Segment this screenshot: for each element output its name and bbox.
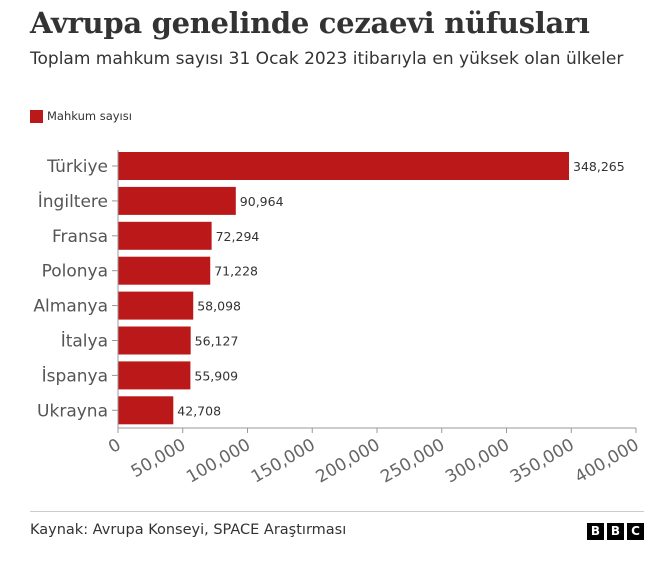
category-label: Ukrayna [37, 401, 108, 421]
bbc-logo: B B C [587, 523, 644, 540]
bar [118, 326, 191, 355]
data-label: 56,127 [195, 334, 239, 349]
legend: Mahkum sayısı [30, 109, 132, 123]
x-tick-label: 50,000 [128, 435, 190, 482]
data-label: 348,265 [573, 159, 625, 174]
data-label: 71,228 [214, 264, 258, 279]
bar [118, 256, 211, 285]
category-label: İngiltere [38, 191, 108, 212]
category-label: Fransa [52, 227, 108, 247]
data-label: 72,294 [216, 229, 260, 244]
x-tick-label: 200,000 [313, 435, 384, 487]
category-label: Polonya [42, 262, 108, 282]
chart-subtitle: Toplam mahkum sayısı 31 Ocak 2023 itibar… [30, 49, 624, 69]
bar [118, 186, 236, 215]
x-tick-label: 150,000 [248, 435, 319, 487]
data-label: 90,964 [240, 194, 284, 209]
bbc-logo-letter: B [607, 523, 624, 540]
chart-title: Avrupa genelinde cezaevi nüfusları [30, 6, 590, 40]
x-tick-label: 250,000 [377, 435, 448, 487]
x-tick-label: 100,000 [183, 435, 254, 487]
bbc-logo-letter: C [627, 523, 644, 540]
x-tick-label: 350,000 [507, 435, 578, 487]
data-label: 58,098 [197, 299, 241, 314]
category-label: Türkiye [46, 157, 108, 177]
category-label: İtalya [61, 331, 108, 352]
bbc-logo-letter: B [587, 523, 604, 540]
footer-divider [30, 511, 644, 512]
category-label: İspanya [42, 365, 108, 386]
legend-label: Mahkum sayısı [47, 109, 132, 123]
bar [118, 396, 174, 425]
bar [118, 221, 212, 250]
bar [118, 361, 191, 390]
x-tick-label: 0 [105, 435, 124, 458]
bar [118, 152, 570, 180]
category-label: Almanya [33, 297, 108, 317]
source-note: Kaynak: Avrupa Konseyi, SPACE Araştırmas… [30, 522, 347, 538]
data-label: 42,708 [177, 403, 221, 418]
data-label: 55,909 [194, 368, 238, 383]
legend-swatch [30, 109, 43, 123]
x-tick-label: 400,000 [572, 435, 643, 487]
x-tick-label: 300,000 [442, 435, 513, 487]
bar [118, 291, 194, 320]
